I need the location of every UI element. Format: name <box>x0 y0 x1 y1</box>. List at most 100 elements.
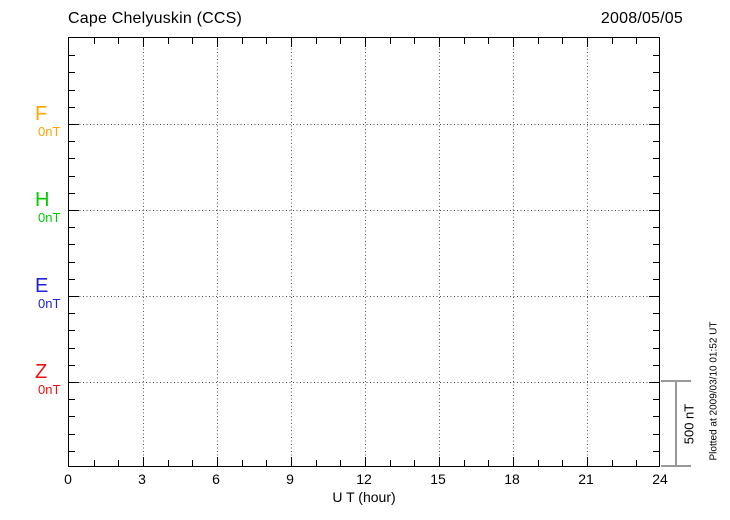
y-right-tick <box>653 176 659 177</box>
x-bottom-tick <box>316 460 317 466</box>
y-right-tick <box>653 227 659 228</box>
y-right-tick <box>649 124 659 125</box>
x-top-tick <box>439 38 440 47</box>
x-bottom-tick <box>340 460 341 466</box>
y-right-tick <box>653 107 659 108</box>
y-left-tick <box>69 90 75 91</box>
y-right-tick <box>653 434 659 435</box>
x-bottom-tick <box>242 460 243 466</box>
x-top-tick <box>365 38 366 47</box>
x-bottom-tick <box>538 460 539 466</box>
y-left-tick <box>69 210 79 211</box>
y-left-tick <box>69 227 75 228</box>
y-left-tick <box>69 399 75 400</box>
y-right-tick <box>653 348 659 349</box>
x-bottom-tick <box>587 457 588 466</box>
y-left-tick <box>69 107 75 108</box>
y-left-tick <box>69 313 75 314</box>
x-top-tick <box>168 38 169 44</box>
vertical-gridline <box>291 38 292 466</box>
x-top-tick <box>340 38 341 44</box>
component-label-z: Z <box>35 361 48 383</box>
y-right-tick <box>649 382 659 383</box>
x-top-tick <box>390 38 391 44</box>
y-left-tick <box>69 262 75 263</box>
component-baseline-value-h: 0nT <box>38 210 61 225</box>
component-label-e: E <box>35 275 49 297</box>
scale-bar-line <box>675 380 677 467</box>
x-bottom-tick <box>612 460 613 466</box>
y-right-tick <box>653 158 659 159</box>
x-bottom-tick <box>94 460 95 466</box>
x-tick-label: 0 <box>64 471 72 487</box>
x-top-tick <box>242 38 243 44</box>
y-right-tick <box>649 296 659 297</box>
x-top-tick <box>118 38 119 44</box>
x-bottom-tick <box>118 460 119 466</box>
y-right-tick <box>653 55 659 56</box>
y-right-tick <box>653 399 659 400</box>
plot-area <box>68 37 660 467</box>
x-bottom-tick <box>390 460 391 466</box>
y-right-tick <box>653 451 659 452</box>
x-tick-label: 6 <box>212 471 220 487</box>
component-label-h: H <box>35 189 50 211</box>
vertical-gridline <box>439 38 440 466</box>
station-title: Cape Chelyuskin (CCS) <box>68 10 243 27</box>
x-tick-label: 18 <box>504 471 520 487</box>
x-top-tick <box>538 38 539 44</box>
x-axis-title: U T (hour) <box>332 489 396 505</box>
x-tick-label: 3 <box>138 471 146 487</box>
y-right-tick <box>653 141 659 142</box>
component-baseline-value-e: 0nT <box>38 296 61 311</box>
x-top-tick <box>414 38 415 44</box>
y-left-tick <box>69 330 75 331</box>
y-left-tick <box>69 382 79 383</box>
component-baseline-value-z: 0nT <box>38 382 61 397</box>
x-bottom-tick <box>168 460 169 466</box>
x-top-tick <box>464 38 465 44</box>
y-right-tick <box>653 244 659 245</box>
x-bottom-tick <box>266 460 267 466</box>
y-left-tick <box>69 348 75 349</box>
x-bottom-tick <box>636 460 637 466</box>
y-left-tick <box>69 416 75 417</box>
x-top-tick <box>291 38 292 47</box>
scale-bar-bottom-cap <box>661 465 691 467</box>
x-top-tick <box>143 38 144 47</box>
y-left-tick <box>69 434 75 435</box>
y-left-tick <box>69 72 75 73</box>
x-top-tick <box>587 38 588 47</box>
y-left-tick <box>69 124 79 125</box>
component-baseline-gridline <box>69 210 659 211</box>
component-baseline-gridline <box>69 124 659 125</box>
x-top-tick <box>94 38 95 44</box>
x-tick-label: 9 <box>286 471 294 487</box>
y-left-tick <box>69 176 75 177</box>
vertical-gridline <box>587 38 588 466</box>
x-tick-label: 15 <box>430 471 446 487</box>
vertical-gridline <box>217 38 218 466</box>
x-bottom-tick <box>513 457 514 466</box>
x-bottom-tick <box>365 457 366 466</box>
y-right-tick <box>653 330 659 331</box>
y-right-tick <box>653 365 659 366</box>
x-bottom-tick <box>464 460 465 466</box>
vertical-gridline <box>513 38 514 466</box>
x-tick-label: 24 <box>652 471 668 487</box>
x-bottom-tick <box>143 457 144 466</box>
y-right-tick <box>653 416 659 417</box>
component-baseline-gridline <box>69 296 659 297</box>
x-bottom-tick <box>488 460 489 466</box>
x-top-tick <box>513 38 514 47</box>
scale-bar-label: 500 nT <box>681 403 697 445</box>
x-bottom-tick <box>439 457 440 466</box>
component-baseline-gridline <box>69 382 659 383</box>
x-top-tick <box>217 38 218 47</box>
x-bottom-tick <box>291 457 292 466</box>
x-bottom-tick <box>562 460 563 466</box>
x-bottom-tick <box>414 460 415 466</box>
y-right-tick <box>653 90 659 91</box>
x-top-tick <box>192 38 193 44</box>
y-left-tick <box>69 244 75 245</box>
